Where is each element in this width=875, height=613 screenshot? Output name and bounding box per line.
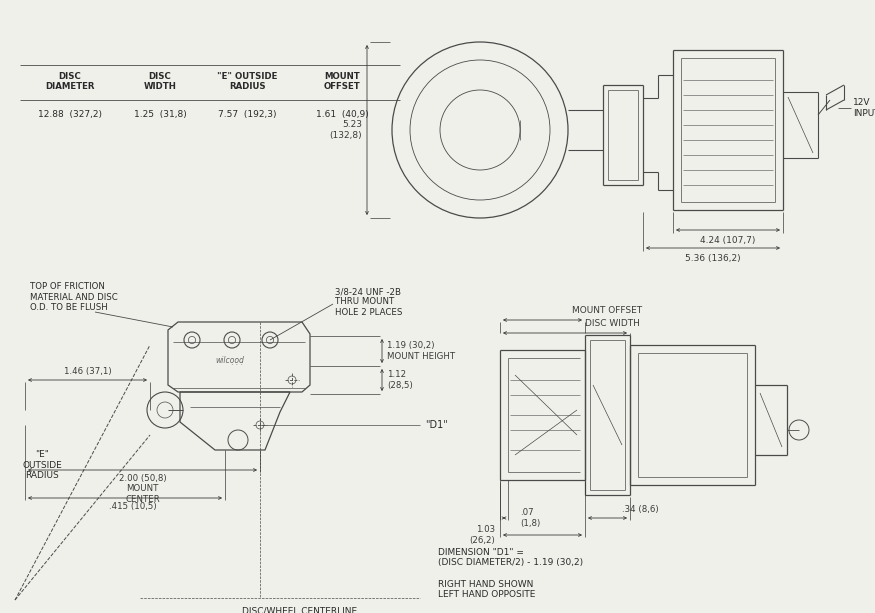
- Text: 1.03
(26,2): 1.03 (26,2): [469, 525, 495, 545]
- Text: "E" OUTSIDE
RADIUS: "E" OUTSIDE RADIUS: [217, 72, 277, 91]
- Text: 1.46 (37,1): 1.46 (37,1): [64, 367, 111, 376]
- Text: DIMENSION "D1" =
(DISC DIAMETER/2) - 1.19 (30,2): DIMENSION "D1" = (DISC DIAMETER/2) - 1.1…: [438, 548, 583, 568]
- Text: 5.36 (136,2): 5.36 (136,2): [685, 254, 741, 263]
- Text: 1.61  (40,9): 1.61 (40,9): [316, 110, 369, 120]
- Text: RIGHT HAND SHOWN
LEFT HAND OPPOSITE: RIGHT HAND SHOWN LEFT HAND OPPOSITE: [438, 580, 536, 600]
- Text: "D1": "D1": [425, 420, 448, 430]
- Text: 2.00 (50,8)
MOUNT
CENTER: 2.00 (50,8) MOUNT CENTER: [119, 474, 166, 504]
- Text: 1.19 (30,2)
MOUNT HEIGHT: 1.19 (30,2) MOUNT HEIGHT: [387, 341, 455, 360]
- Text: 7.57  (192,3): 7.57 (192,3): [218, 110, 276, 120]
- Text: MOUNT OFFSET: MOUNT OFFSET: [572, 306, 642, 315]
- Text: DISC WIDTH: DISC WIDTH: [585, 319, 640, 328]
- Text: DISC
DIAMETER: DISC DIAMETER: [46, 72, 94, 91]
- Text: 12.88  (327,2): 12.88 (327,2): [38, 110, 102, 120]
- Text: TOP OF FRICTION
MATERIAL AND DISC
O.D. TO BE FLUSH: TOP OF FRICTION MATERIAL AND DISC O.D. T…: [30, 282, 118, 312]
- Text: .415 (10,5): .415 (10,5): [109, 502, 157, 511]
- Text: DISC/WHEEL CENTERLINE: DISC/WHEEL CENTERLINE: [242, 606, 358, 613]
- Text: .07
(1,8): .07 (1,8): [520, 508, 540, 528]
- Text: 3/8-24 UNF -2B
THRU MOUNT
HOLE 2 PLACES: 3/8-24 UNF -2B THRU MOUNT HOLE 2 PLACES: [335, 287, 402, 317]
- Text: .34 (8,6): .34 (8,6): [622, 505, 659, 514]
- Text: 1.25  (31,8): 1.25 (31,8): [134, 110, 186, 120]
- Text: MOUNT
OFFSET: MOUNT OFFSET: [324, 72, 360, 91]
- Text: 5.23
(132,8): 5.23 (132,8): [329, 120, 362, 140]
- Text: 1.12
(28,5): 1.12 (28,5): [387, 370, 413, 390]
- Text: DISC
WIDTH: DISC WIDTH: [144, 72, 177, 91]
- Text: wilcọọḍ: wilcọọḍ: [215, 356, 244, 365]
- Text: "E"
OUTSIDE
RADIUS: "E" OUTSIDE RADIUS: [22, 450, 62, 480]
- Text: 12V
INPUT: 12V INPUT: [853, 98, 875, 118]
- Text: 4.24 (107,7): 4.24 (107,7): [700, 236, 756, 245]
